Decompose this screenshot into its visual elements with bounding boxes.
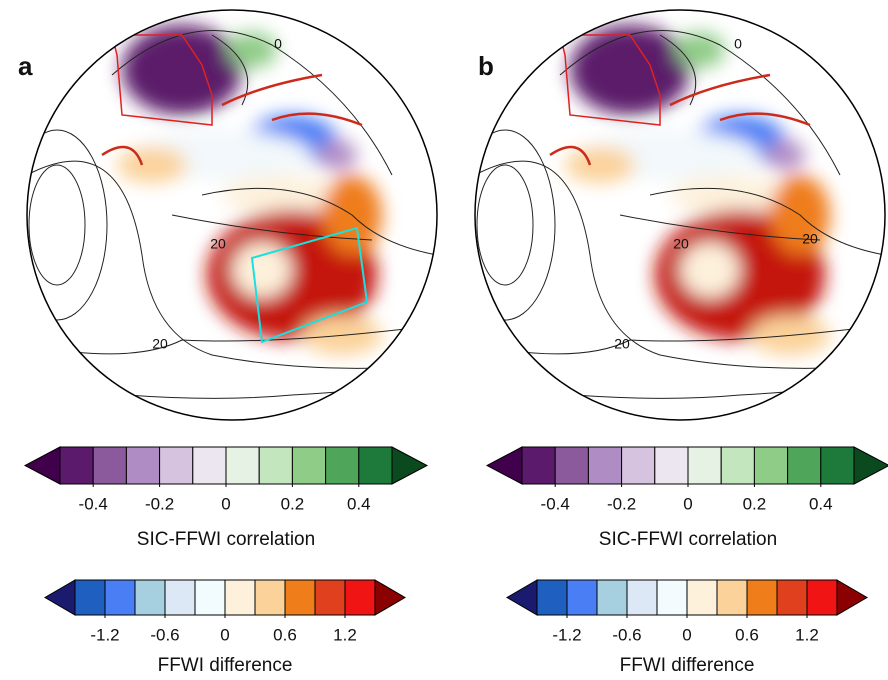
- colorbar-tick-label: 1.2: [795, 625, 819, 644]
- colorbar-box: [284, 579, 316, 616]
- colorbar-box: [164, 579, 196, 616]
- contour-label: 20: [614, 336, 630, 352]
- colorbar-box: [224, 579, 256, 616]
- colorbar-tick-label: 0: [682, 625, 691, 644]
- colorbar-tick-label: -0.2: [145, 494, 174, 513]
- map: [7, 10, 437, 420]
- colorbar-box: [566, 579, 598, 616]
- colorbar-label: SIC-FFWI correlation: [137, 529, 315, 550]
- colorbar-extension: [836, 579, 868, 616]
- colorbar-box: [521, 446, 556, 485]
- colorbar-box: [314, 579, 346, 616]
- colorbar-box: [192, 446, 227, 485]
- colorbar-box: [686, 579, 718, 616]
- colorbar-box: [746, 579, 778, 616]
- colorbar-box: [626, 579, 658, 616]
- contour-label: 20: [210, 236, 226, 252]
- colorbar-label: FFWI difference: [620, 655, 755, 676]
- colorbar-extension: [391, 446, 429, 485]
- colorbar-tick-label: -0.4: [79, 494, 108, 513]
- colorbar-box: [258, 446, 293, 485]
- colorbar-box: [92, 446, 127, 485]
- colorbar-box: [125, 446, 161, 485]
- colorbar-extension: [44, 579, 76, 616]
- colorbar-extension: [506, 579, 538, 616]
- colorbar-box: [225, 446, 260, 485]
- contour-label: 0: [734, 36, 742, 52]
- colorbar-box: [344, 579, 376, 616]
- colorbar-box: [291, 446, 327, 485]
- map: [455, 10, 885, 420]
- colorbar-label: FFWI difference: [158, 655, 293, 676]
- colorbar-box: [554, 446, 589, 485]
- contour-label: 20: [802, 231, 818, 247]
- colorbar-box: [325, 446, 360, 485]
- colorbar-box: [820, 446, 855, 485]
- colorbar-extension: [374, 579, 406, 616]
- region-box: [250, 226, 369, 344]
- colorbar-extension: [485, 446, 523, 485]
- colorbar-box: [656, 579, 688, 616]
- colorbar-box: [104, 579, 136, 616]
- colorbar-tick-label: 0.2: [281, 494, 305, 513]
- panel-label: b: [478, 51, 494, 81]
- colorbar-tick-label: 0.4: [809, 494, 833, 513]
- colorbar-tick-label: 0.2: [743, 494, 767, 513]
- colorbar-box: [776, 579, 808, 616]
- colorbar-box: [621, 446, 656, 485]
- contour-label: 20: [152, 336, 168, 352]
- colorbar-tick-label: -1.2: [552, 625, 581, 644]
- colorbar-box: [74, 579, 106, 616]
- colorbar-box: [654, 446, 689, 485]
- colorbar-extension: [853, 446, 888, 485]
- colorbar-box: [587, 446, 623, 485]
- colorbar-box: [159, 446, 194, 485]
- colorbar-tick-label: 0: [220, 625, 229, 644]
- colorbar-tick-label: -0.6: [150, 625, 179, 644]
- colorbar-box: [536, 579, 568, 616]
- panel-label: a: [18, 51, 33, 81]
- contour-label: 20: [673, 236, 689, 252]
- colorbar-tick-label: -0.6: [612, 625, 641, 644]
- contour-label: 0: [274, 36, 282, 52]
- panel: b 0 20 20 20 -0.4 -0.2 0 0.2 0.4 SIC-FFWI correlat…: [455, 10, 888, 676]
- colorbar-tick-label: 0: [683, 494, 692, 513]
- colorbar-box: [753, 446, 789, 485]
- colorbar-tick-label: 0.6: [735, 625, 759, 644]
- colorbar-box: [59, 446, 94, 485]
- colorbar-tick-label: -1.2: [90, 625, 119, 644]
- colorbar-box: [687, 446, 722, 485]
- colorbar-tick-label: -0.2: [607, 494, 636, 513]
- colorbar-box: [716, 579, 748, 616]
- colorbar-box: [134, 579, 166, 616]
- colorbar-box: [596, 579, 628, 616]
- colorbar-tick-label: -0.4: [541, 494, 570, 513]
- colorbar-extension: [23, 446, 61, 485]
- colorbar-label: SIC-FFWI correlation: [599, 529, 777, 550]
- colorbar-tick-label: 1.2: [333, 625, 357, 644]
- colorbar-tick-label: 0.6: [273, 625, 297, 644]
- colorbar-box: [358, 446, 393, 485]
- colorbar-tick-label: 0: [221, 494, 230, 513]
- colorbar-box: [254, 579, 286, 616]
- colorbar-box: [194, 579, 226, 616]
- colorbar-box: [806, 579, 838, 616]
- colorbar-box: [720, 446, 755, 485]
- panel: a 0 20 20 -0.4 -0.2 0 0.2 0.4 SIC-FFWI correlatio…: [7, 10, 437, 676]
- colorbar-tick-label: 0.4: [347, 494, 371, 513]
- colorbar-box: [787, 446, 822, 485]
